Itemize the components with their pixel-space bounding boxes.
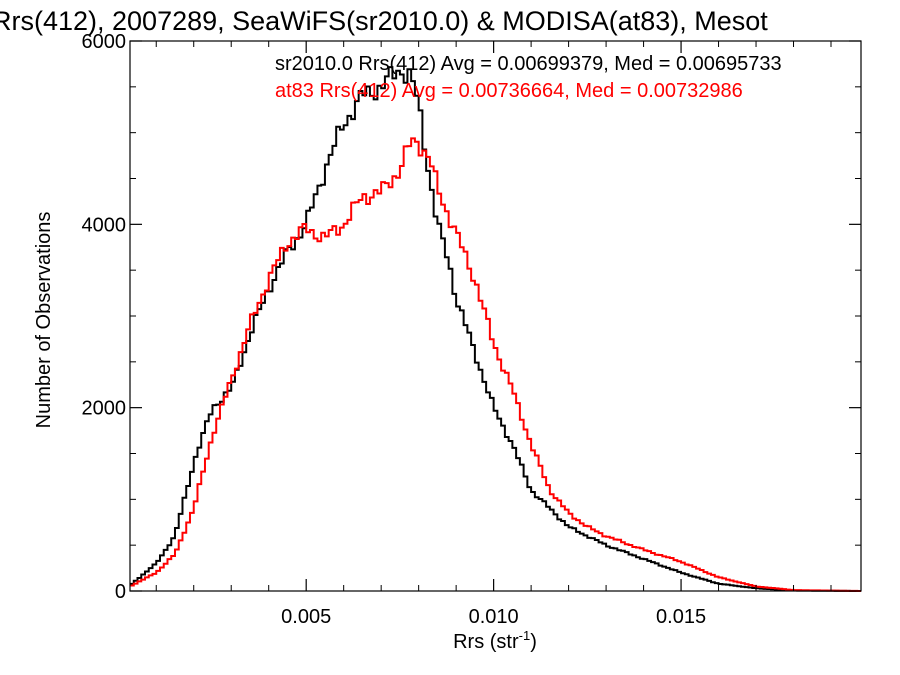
x-axis-label-main: Rrs (str: [453, 631, 519, 653]
y-tick-label-1: 2000: [82, 398, 127, 420]
chart-title: Rrs(412), 2007289, SeaWiFS(sr2010.0) & M…: [0, 6, 768, 36]
y-axis-label: Number of Observations: [33, 212, 55, 429]
y-tick-label-2: 4000: [82, 214, 127, 236]
x-axis-label-superscript: -1: [519, 628, 531, 643]
y-tick-label-0: 0: [115, 581, 126, 603]
series-line-1: [130, 137, 861, 592]
x-axis-label: Rrs (str-1): [453, 628, 537, 653]
series-line-0: [130, 66, 861, 592]
x-tick-label-1: 0.010: [469, 606, 519, 628]
x-axis-label-close: ): [530, 631, 537, 653]
x-tick-label-0: 0.005: [281, 606, 331, 628]
y-tick-label-3: 6000: [82, 31, 127, 53]
plot-frame: [129, 40, 862, 592]
axis-ticks: 0.005 0.010 0.015 0 2000 4000 6000: [82, 31, 861, 628]
plot-area: [130, 66, 861, 592]
legend-entry-red: at83 Rrs(412) Avg = 0.00736664, Med = 0.…: [275, 80, 743, 102]
y-axis-label-group: Number of Observations: [33, 212, 55, 429]
legend-entry-black: sr2010.0 Rrs(412) Avg = 0.00699379, Med …: [275, 53, 782, 75]
x-tick-label-2: 0.015: [656, 606, 706, 628]
